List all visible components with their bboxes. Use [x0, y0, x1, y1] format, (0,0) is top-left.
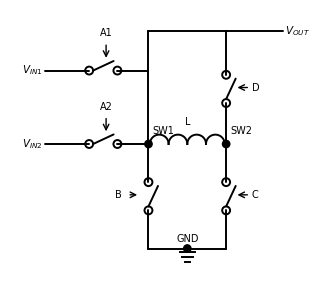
Text: SW1: SW1 — [153, 126, 174, 136]
Text: $V_{IN2}$: $V_{IN2}$ — [22, 137, 43, 151]
Text: A2: A2 — [100, 101, 113, 111]
Text: $V_{OUT}$: $V_{OUT}$ — [285, 24, 311, 38]
Text: C: C — [252, 190, 258, 200]
Text: GND: GND — [176, 234, 198, 244]
Text: B: B — [114, 190, 121, 200]
Text: A1: A1 — [100, 28, 113, 38]
Text: L: L — [185, 117, 190, 127]
Circle shape — [184, 245, 191, 252]
Text: $V_{IN1}$: $V_{IN1}$ — [22, 64, 43, 77]
Circle shape — [222, 140, 230, 148]
Text: D: D — [252, 82, 259, 92]
Circle shape — [145, 140, 152, 148]
Text: SW2: SW2 — [230, 126, 252, 136]
